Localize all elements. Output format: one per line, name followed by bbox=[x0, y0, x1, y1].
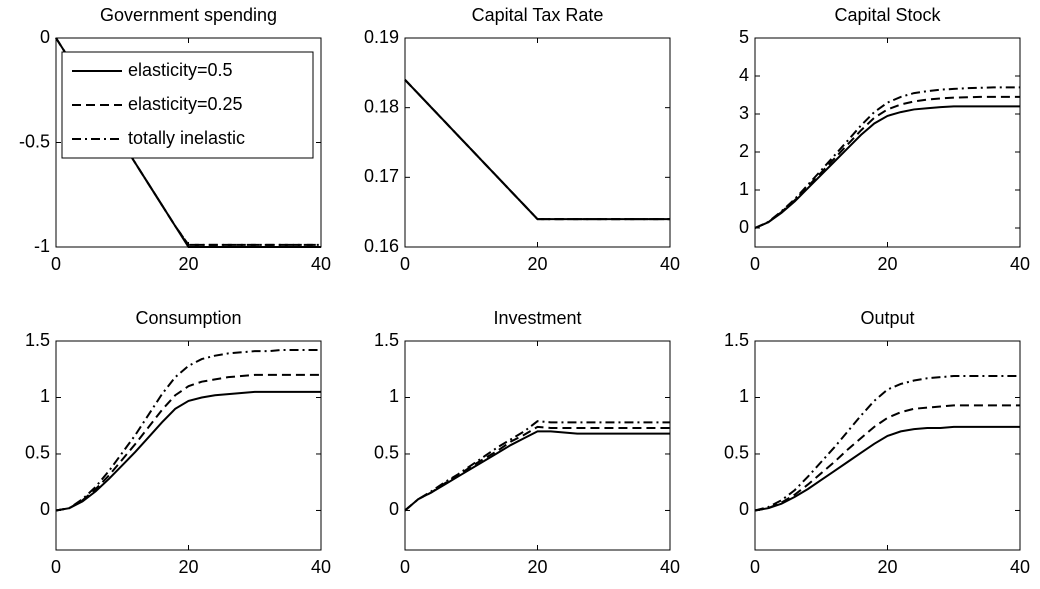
x-tick-label: 40 bbox=[1010, 254, 1030, 274]
chart-title: Capital Tax Rate bbox=[472, 5, 604, 25]
y-tick-label: 0 bbox=[40, 499, 50, 519]
chart-title: Output bbox=[860, 308, 914, 328]
series-line bbox=[404, 425, 670, 512]
y-tick-label: 0.5 bbox=[724, 443, 749, 463]
series-line bbox=[754, 425, 1020, 512]
y-tick-label: 1 bbox=[739, 386, 749, 406]
y-tick-label: 1 bbox=[40, 386, 50, 406]
x-tick-label: 20 bbox=[527, 254, 547, 274]
series-line bbox=[404, 420, 670, 512]
y-tick-label: 5 bbox=[739, 27, 749, 47]
x-tick-label: 20 bbox=[877, 254, 897, 274]
y-tick-label: 0.5 bbox=[25, 443, 50, 463]
axes-frame bbox=[55, 37, 322, 248]
y-tick-label: 1 bbox=[389, 386, 399, 406]
axes: Government spending 0 20 40 -1 -0.5 0 elasticit… bbox=[19, 5, 331, 274]
x-tick-label: 20 bbox=[877, 557, 897, 577]
y-tick-label: -0.5 bbox=[19, 131, 50, 151]
y-tick-label: 0 bbox=[389, 499, 399, 519]
axes: Capital Stock 0 20 40 0 1 2 3 4 5 bbox=[739, 5, 1030, 274]
series-line bbox=[55, 390, 321, 512]
x-tick-label: 40 bbox=[311, 557, 331, 577]
x-tick-label: 40 bbox=[660, 254, 680, 274]
series-line bbox=[754, 105, 1020, 229]
axes-frame bbox=[404, 340, 671, 551]
axes-box bbox=[405, 38, 670, 247]
y-tick-label: 2 bbox=[739, 141, 749, 161]
axes-frame bbox=[55, 340, 322, 551]
y-tick-label: 3 bbox=[739, 103, 749, 123]
y-tick-label: 0.18 bbox=[364, 96, 399, 116]
y-tick-label: 1 bbox=[739, 179, 749, 199]
x-tick-label: 0 bbox=[51, 557, 61, 577]
legend-label: elasticity=0.25 bbox=[128, 94, 243, 114]
series-line bbox=[754, 404, 1020, 512]
x-tick-label: 20 bbox=[527, 557, 547, 577]
x-tick-label: 0 bbox=[750, 254, 760, 274]
y-tick-label: -1 bbox=[34, 236, 50, 256]
x-tick-label: 0 bbox=[400, 254, 410, 274]
series-line bbox=[404, 430, 670, 512]
series-line bbox=[754, 95, 1020, 229]
axes-box bbox=[755, 38, 1020, 247]
y-tick-label: 4 bbox=[739, 65, 749, 85]
axes-frame bbox=[754, 37, 1021, 248]
chart-title: Investment bbox=[493, 308, 581, 328]
chart-title: Consumption bbox=[135, 308, 241, 328]
y-tick-label: 0.19 bbox=[364, 27, 399, 47]
axes-box bbox=[405, 341, 670, 550]
y-tick-label: 1.5 bbox=[374, 330, 399, 350]
y-tick-label: 0.5 bbox=[374, 443, 399, 463]
y-tick-label: 0 bbox=[40, 27, 50, 47]
series-line bbox=[404, 79, 670, 221]
x-tick-label: 0 bbox=[750, 557, 760, 577]
axes-frame bbox=[754, 340, 1021, 551]
axes: Investment 0 20 40 0 0.5 1 1.5 bbox=[374, 308, 680, 577]
axes-frame bbox=[404, 37, 671, 248]
y-tick-label: 0 bbox=[739, 499, 749, 519]
y-tick-label: 0.16 bbox=[364, 236, 399, 256]
axes: Consumption 0 20 40 0 0.5 1 1.5 bbox=[25, 308, 331, 577]
axes-box bbox=[755, 341, 1020, 550]
axes: Capital Tax Rate 0 20 40 0.16 0.17 0.18 0.19 bbox=[364, 5, 680, 274]
axes: Output 0 20 40 0 0.5 1 1.5 bbox=[724, 308, 1030, 577]
series-line bbox=[754, 375, 1020, 512]
series-line bbox=[55, 349, 321, 512]
legend-label: elasticity=0.5 bbox=[128, 60, 233, 80]
y-tick-label: 0 bbox=[739, 217, 749, 237]
x-tick-label: 40 bbox=[311, 254, 331, 274]
series-line bbox=[754, 86, 1020, 229]
legend-box bbox=[61, 51, 314, 159]
x-tick-label: 0 bbox=[51, 254, 61, 274]
chart-title: Capital Stock bbox=[834, 5, 941, 25]
x-tick-label: 20 bbox=[178, 557, 198, 577]
series-line bbox=[55, 37, 321, 246]
legend-label: totally inelastic bbox=[128, 128, 245, 148]
y-tick-label: 0.17 bbox=[364, 166, 399, 186]
y-tick-label: 1.5 bbox=[25, 330, 50, 350]
chart-title: Government spending bbox=[100, 5, 277, 25]
y-tick-label: 1.5 bbox=[724, 330, 749, 350]
axes-box bbox=[56, 341, 321, 550]
series-line bbox=[55, 373, 321, 512]
x-tick-label: 20 bbox=[178, 254, 198, 274]
x-tick-label: 40 bbox=[660, 557, 680, 577]
x-tick-label: 0 bbox=[400, 557, 410, 577]
x-tick-label: 40 bbox=[1010, 557, 1030, 577]
